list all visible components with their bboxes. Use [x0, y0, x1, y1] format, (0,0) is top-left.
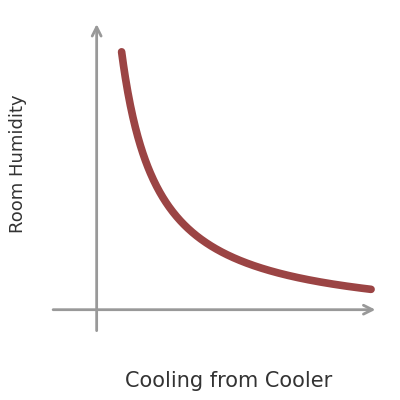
Text: Cooling from Cooler: Cooling from Cooler [125, 371, 332, 391]
Text: Room Humidity: Room Humidity [9, 94, 27, 233]
